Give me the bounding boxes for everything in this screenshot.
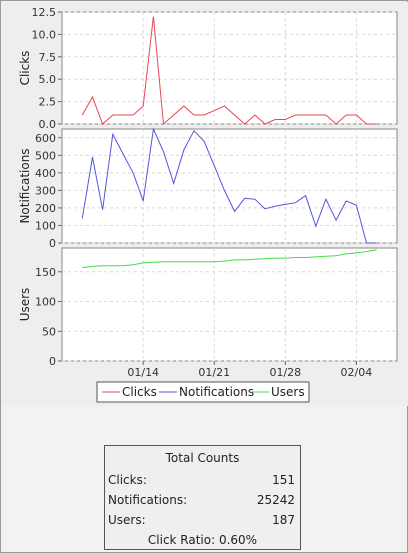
- y-tick-label: 500: [35, 149, 56, 162]
- notifications-count-row: Notifications: 25242: [105, 490, 300, 510]
- series-line-clicks: [81, 16, 377, 126]
- x-tick-label: 02/04: [341, 366, 373, 379]
- clicks-count-label: Clicks:: [108, 473, 147, 487]
- series-line-users: [82, 249, 377, 269]
- plot-background-1: [61, 128, 398, 244]
- legend: Clicks Notifications Users: [96, 381, 310, 403]
- y-tick-label: 10.0: [32, 28, 57, 41]
- notifications-count-value: 25242: [256, 493, 295, 507]
- clicks-count-value: 151: [272, 473, 295, 487]
- y-tick-label: 5.0: [39, 73, 57, 86]
- total-counts-title: Total Counts: [165, 451, 240, 465]
- stacked-line-charts: 0.0 2.5 5.0 7.5 10.0 12.5 Clicks 0 100 200 300 400 5…: [18, 6, 398, 403]
- x-tick-label: 01/21: [198, 366, 230, 379]
- legend-box: [96, 381, 310, 403]
- y-tick-label: 12.5: [32, 6, 57, 19]
- click-ratio: Click Ratio: 0.60%: [147, 533, 258, 547]
- legend-label-notifications: Notifications: [179, 385, 254, 399]
- clicks-count-row: Clicks: 151: [105, 470, 300, 490]
- legend-label-users: Users: [271, 385, 305, 399]
- y-tick-label: 600: [35, 132, 56, 145]
- y-tick-label: 50: [42, 325, 56, 338]
- chart-area: 0.0 2.5 5.0 7.5 10.0 12.5 Clicks 0 100 200 300 400 5…: [2, 2, 408, 406]
- y-tick-label: 300: [35, 184, 56, 197]
- y-tick-label: 150: [35, 266, 56, 279]
- y-tick-label: 7.5: [39, 51, 57, 64]
- users-count-row: Users: 187: [105, 510, 300, 530]
- y-tick-label: 0.0: [39, 118, 57, 131]
- y-tick-label: 0: [49, 237, 56, 250]
- series-line-notifications: [81, 127, 377, 244]
- y-tick-label: 100: [35, 296, 56, 309]
- y-tick-label: 2.5: [39, 96, 57, 109]
- plot-background-2: [61, 247, 398, 362]
- y-tick-label: 0: [49, 355, 56, 368]
- x-tick-label: 01/14: [127, 366, 159, 379]
- notifications-count-label: Notifications:: [108, 493, 188, 507]
- users-count-label: Users:: [108, 513, 146, 527]
- x-tick-label: 01/28: [269, 366, 301, 379]
- plot-background-0: [61, 11, 398, 125]
- y-axis-label: Users: [18, 288, 32, 322]
- y-tick-label: 100: [35, 219, 56, 232]
- total-counts-panel: Total Counts Clicks: 151 Notifications: …: [104, 445, 301, 550]
- y-tick-label: 400: [35, 167, 56, 180]
- users-count-value: 187: [272, 513, 295, 527]
- y-axis-label: Clicks: [18, 51, 32, 86]
- legend-label-clicks: Clicks: [122, 385, 157, 399]
- y-axis-label: Notifications: [18, 148, 32, 223]
- y-tick-label: 200: [35, 202, 56, 215]
